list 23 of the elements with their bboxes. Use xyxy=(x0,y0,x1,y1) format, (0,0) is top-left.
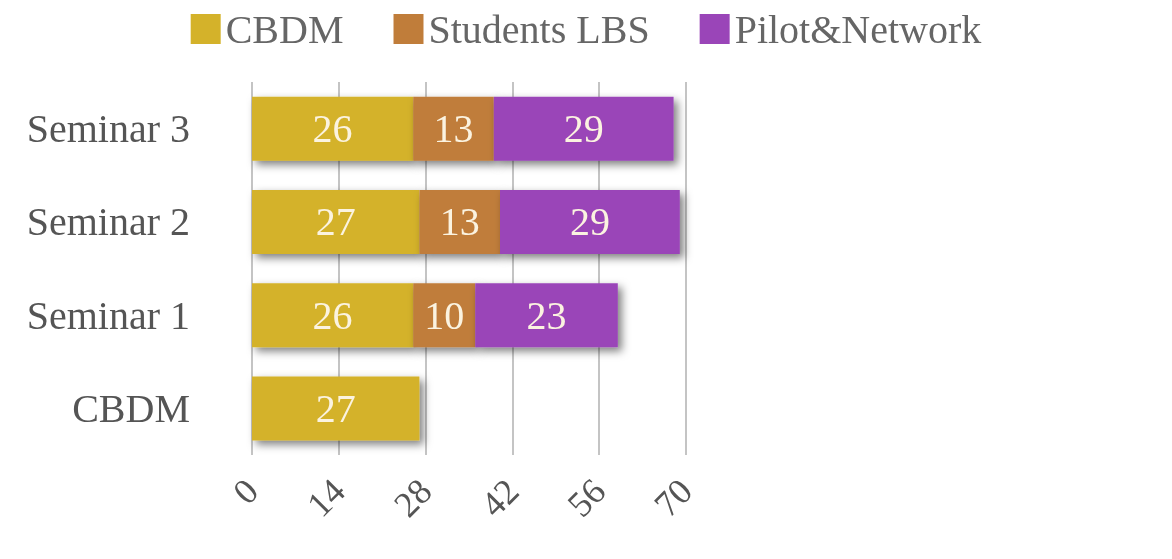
legend-label: Pilot&Network xyxy=(734,6,982,52)
data-label: 29 xyxy=(563,106,604,152)
data-label: 27 xyxy=(315,199,356,245)
legend-label: Students LBS xyxy=(428,6,650,52)
x-tick-label: 70 xyxy=(646,470,701,525)
data-label: 26 xyxy=(312,292,353,338)
data-label: 10 xyxy=(424,292,465,338)
data-label: 13 xyxy=(439,199,480,245)
data-label: 29 xyxy=(569,199,610,245)
x-tick-label: 14 xyxy=(299,470,353,525)
data-label: 27 xyxy=(315,385,356,431)
x-tick-label: 56 xyxy=(559,470,614,525)
data-label: 23 xyxy=(526,292,567,338)
y-tick-label: CBDM xyxy=(72,385,190,431)
x-tick-label: 42 xyxy=(472,470,527,525)
x-tick-label: 28 xyxy=(386,470,440,525)
y-tick-label: Seminar 1 xyxy=(26,292,190,338)
x-tick-label: 0 xyxy=(225,470,267,512)
y-tick-label: Seminar 3 xyxy=(26,106,190,152)
data-label: 13 xyxy=(433,106,474,152)
legend-label: CBDM xyxy=(225,6,344,52)
data-label: 26 xyxy=(312,106,353,152)
y-tick-label: Seminar 2 xyxy=(26,199,190,245)
